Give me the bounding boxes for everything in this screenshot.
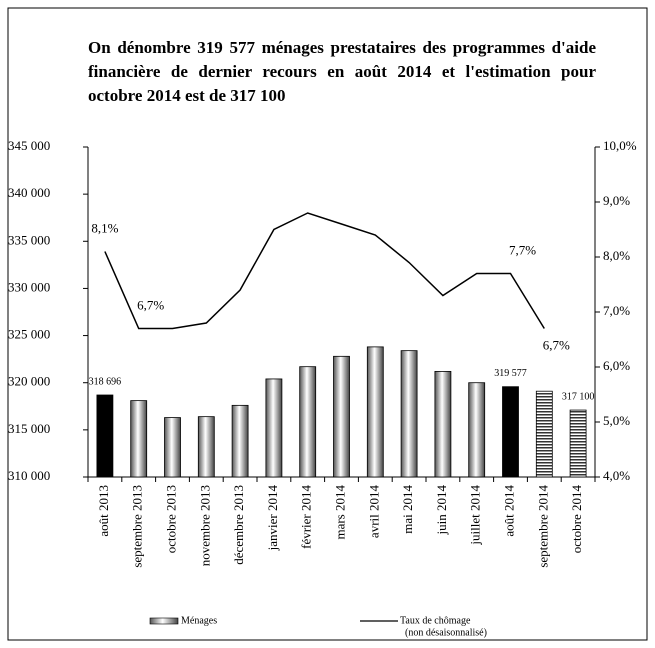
bar-value-label: 319 577 <box>494 368 527 379</box>
y2-tick-label: 8,0% <box>603 248 630 263</box>
y-tick-label: 335 000 <box>8 232 50 247</box>
y-tick-label: 330 000 <box>8 279 50 294</box>
y2-tick-label: 9,0% <box>603 193 630 208</box>
x-tick-label: décembre 2013 <box>231 485 246 565</box>
x-tick-label: février 2014 <box>299 485 314 549</box>
y2-tick-label: 7,0% <box>603 303 630 318</box>
bar <box>299 366 317 478</box>
legend-swatch <box>149 617 179 625</box>
bar-value-label: 318 696 <box>89 376 122 387</box>
x-tick-label: avril 2014 <box>366 485 381 539</box>
y-tick-label: 345 000 <box>8 138 50 153</box>
line <box>104 212 545 330</box>
x-tick-label: mai 2014 <box>400 485 415 534</box>
y2-tick-label: 6,0% <box>603 358 630 373</box>
chart-title: On dénombre 319 577 ménages prestataires… <box>88 38 596 105</box>
y2-tick-label: 5,0% <box>603 413 630 428</box>
bar <box>197 416 215 478</box>
y-tick-label: 325 000 <box>8 327 50 342</box>
y-tick-label: 315 000 <box>8 421 50 436</box>
y-tick-label: 320 000 <box>8 374 50 389</box>
bar <box>265 378 283 478</box>
bar-value-label: 317 100 <box>562 391 595 402</box>
bar <box>366 346 384 478</box>
x-tick-label: janvier 2014 <box>265 485 280 552</box>
y2-tick-label: 4,0% <box>603 468 630 483</box>
bar <box>231 404 249 478</box>
x-tick-label: août 2014 <box>501 485 516 537</box>
y-tick-label: 310 000 <box>8 468 50 483</box>
x-tick-label: mars 2014 <box>332 485 347 540</box>
bar <box>502 386 519 478</box>
bar <box>535 390 553 478</box>
line-value-label: 6,7% <box>543 337 570 352</box>
bar <box>333 355 350 478</box>
y-tick-label: 340 000 <box>8 185 50 200</box>
bar <box>400 350 418 478</box>
legend-label: Taux de chômage <box>400 615 471 626</box>
x-tick-label: octobre 2014 <box>569 485 584 554</box>
bar <box>468 382 486 478</box>
legend-note: (non désaisonnalisé) <box>405 627 487 638</box>
bar <box>96 394 114 478</box>
y2-tick-label: 10,0% <box>603 138 637 153</box>
x-tick-label: août 2013 <box>96 485 111 537</box>
line-value-label: 7,7% <box>509 242 536 257</box>
x-tick-label: juin 2014 <box>434 485 449 536</box>
x-tick-label: octobre 2013 <box>163 485 178 553</box>
x-tick-label: septembre 2014 <box>535 485 550 568</box>
legend-label: Ménages <box>181 615 217 626</box>
line-value-label: 8,1% <box>91 220 118 235</box>
bar <box>434 370 452 478</box>
bar <box>569 409 587 478</box>
x-tick-label: septembre 2013 <box>130 485 145 568</box>
bar <box>130 400 148 478</box>
frame <box>7 7 648 641</box>
bar <box>164 417 181 478</box>
x-tick-label: novembre 2013 <box>197 485 212 566</box>
x-tick-label: juillet 2014 <box>468 485 483 546</box>
line-value-label: 6,7% <box>137 297 164 312</box>
